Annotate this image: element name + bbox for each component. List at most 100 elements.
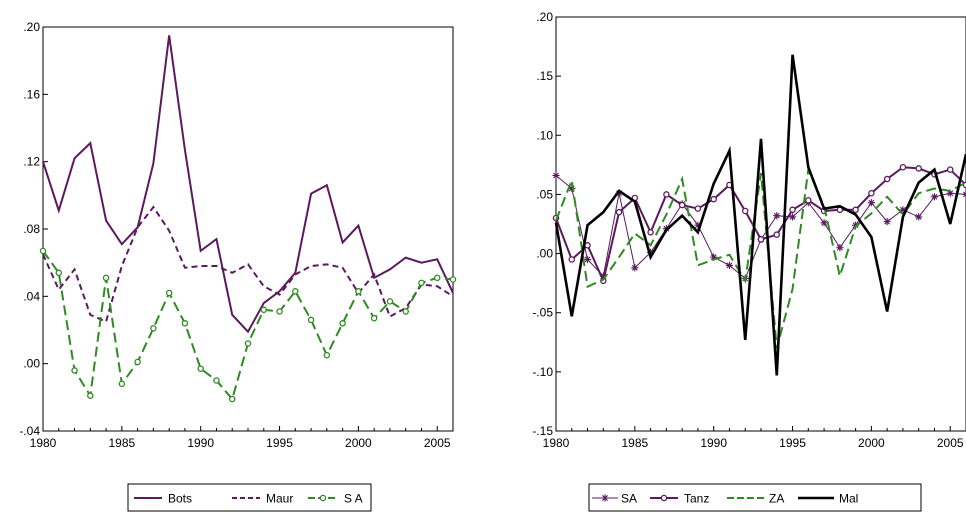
data-point-s-a	[449, 276, 457, 283]
x-tick-label: 1990	[187, 436, 214, 450]
x-tick-label: 1985	[621, 436, 648, 450]
data-point-tanz	[805, 197, 812, 204]
data-point-s-a	[228, 395, 236, 403]
data-point-s-a	[433, 274, 441, 282]
y-tick-label: -.15	[532, 424, 553, 438]
data-point-sa	[915, 213, 923, 221]
data-point-s-a	[292, 288, 299, 295]
series-line-bots	[42, 35, 454, 334]
data-point-s-a	[355, 288, 362, 295]
legend: Bots Maur S A	[127, 483, 372, 512]
y-tick-label: .00	[23, 357, 40, 371]
series-line-za	[555, 165, 966, 349]
y-tick-label: .08	[23, 222, 40, 236]
series-s-a	[39, 247, 457, 403]
series-line-mal	[554, 54, 966, 376]
data-point-tanz	[757, 236, 765, 243]
y-tick-label: .15	[536, 69, 553, 83]
series-line-s-a	[42, 250, 454, 402]
y-tick-label: .12	[23, 155, 40, 169]
y-tick-label: -.10	[532, 365, 553, 379]
legend-label-bots: Bots	[168, 492, 192, 506]
data-point-sa	[631, 264, 639, 272]
x-tick-label: 1990	[700, 436, 727, 450]
y-tick-label: .10	[536, 128, 553, 142]
data-point-sa	[867, 199, 875, 207]
y-tick-label: -.04	[19, 424, 40, 438]
legend-marker-tanz	[660, 494, 668, 502]
data-point-sa	[583, 255, 592, 264]
plot-frame	[555, 16, 966, 432]
legend-marker-s-a	[319, 494, 327, 502]
data-point-s-a	[165, 289, 173, 297]
data-point-s-a	[197, 365, 204, 372]
data-point-tanz	[915, 165, 922, 172]
data-point-tanz	[568, 256, 576, 263]
y-tick-label: .20	[23, 20, 40, 34]
x-tick-label: 1995	[779, 436, 806, 450]
data-point-s-a	[402, 308, 409, 315]
data-point-tanz	[789, 206, 796, 214]
data-point-sa	[836, 244, 844, 252]
series-za	[555, 165, 966, 349]
data-point-tanz	[584, 242, 591, 249]
data-point-sa	[930, 193, 939, 201]
x-tick-label: 1995	[266, 436, 293, 450]
data-point-s-a	[260, 306, 268, 314]
legend: SA Tanz ZA Mal	[588, 483, 922, 512]
data-point-tanz	[678, 201, 686, 209]
data-point-s-a	[55, 269, 63, 277]
x-tick-label: 1980	[30, 436, 57, 450]
y-tick-label: .20	[536, 10, 553, 24]
y-tick-label: .04	[23, 289, 40, 303]
data-point-s-a	[386, 298, 394, 305]
data-point-sa	[820, 219, 828, 227]
data-point-sa	[788, 213, 797, 221]
data-point-s-a	[213, 377, 220, 384]
legend-label-maur: Maur	[266, 492, 293, 506]
data-point-sa	[899, 206, 907, 214]
legend-label-sa: SA	[621, 492, 637, 506]
plot-frame	[42, 26, 454, 432]
data-point-sa	[694, 221, 702, 229]
data-point-s-a	[418, 279, 425, 287]
data-point-s-a	[134, 358, 141, 366]
data-point-tanz	[741, 207, 749, 215]
data-point-sa	[883, 218, 891, 226]
data-point-tanz	[773, 231, 781, 238]
x-tick-label: 1980	[543, 436, 570, 450]
x-tick-label: 1985	[108, 436, 135, 450]
right-chart: -.15 -.10 -.05 .00 .05 .10 .15 .20 1980 1985 1990 1…	[532, 10, 966, 512]
y-tick-label: -.05	[532, 306, 553, 320]
data-point-s-a	[39, 247, 47, 255]
data-point-s-a	[307, 316, 315, 324]
data-point-tanz	[883, 175, 891, 183]
x-tick-label: 2005	[424, 436, 451, 450]
data-point-tanz	[868, 189, 875, 197]
data-point-s-a	[276, 308, 283, 315]
y-tick-label: .05	[536, 187, 553, 201]
data-point-sa	[710, 253, 718, 261]
data-point-sa	[725, 261, 734, 269]
y-tick-label: .00	[536, 247, 553, 261]
data-point-sa	[946, 189, 954, 197]
legend-marker-sa	[601, 494, 609, 502]
data-point-tanz	[647, 229, 654, 236]
data-point-s-a	[339, 320, 346, 327]
x-tick-label: 2000	[345, 436, 372, 450]
legend-box	[588, 483, 922, 512]
data-point-s-a	[118, 380, 126, 388]
data-point-sa	[552, 171, 560, 180]
series-mal	[554, 54, 966, 376]
data-point-s-a	[87, 392, 94, 399]
legend-label-s-a: S A	[344, 492, 363, 506]
x-tick-label: 2005	[937, 436, 964, 450]
data-point-sa	[599, 272, 607, 280]
series-line-maur	[42, 205, 454, 323]
data-point-sa	[962, 190, 966, 199]
data-point-tanz	[663, 191, 670, 198]
data-point-s-a	[323, 351, 331, 359]
series-maur	[42, 205, 454, 323]
y-tick-label: .16	[23, 87, 40, 101]
data-point-tanz	[694, 205, 702, 212]
